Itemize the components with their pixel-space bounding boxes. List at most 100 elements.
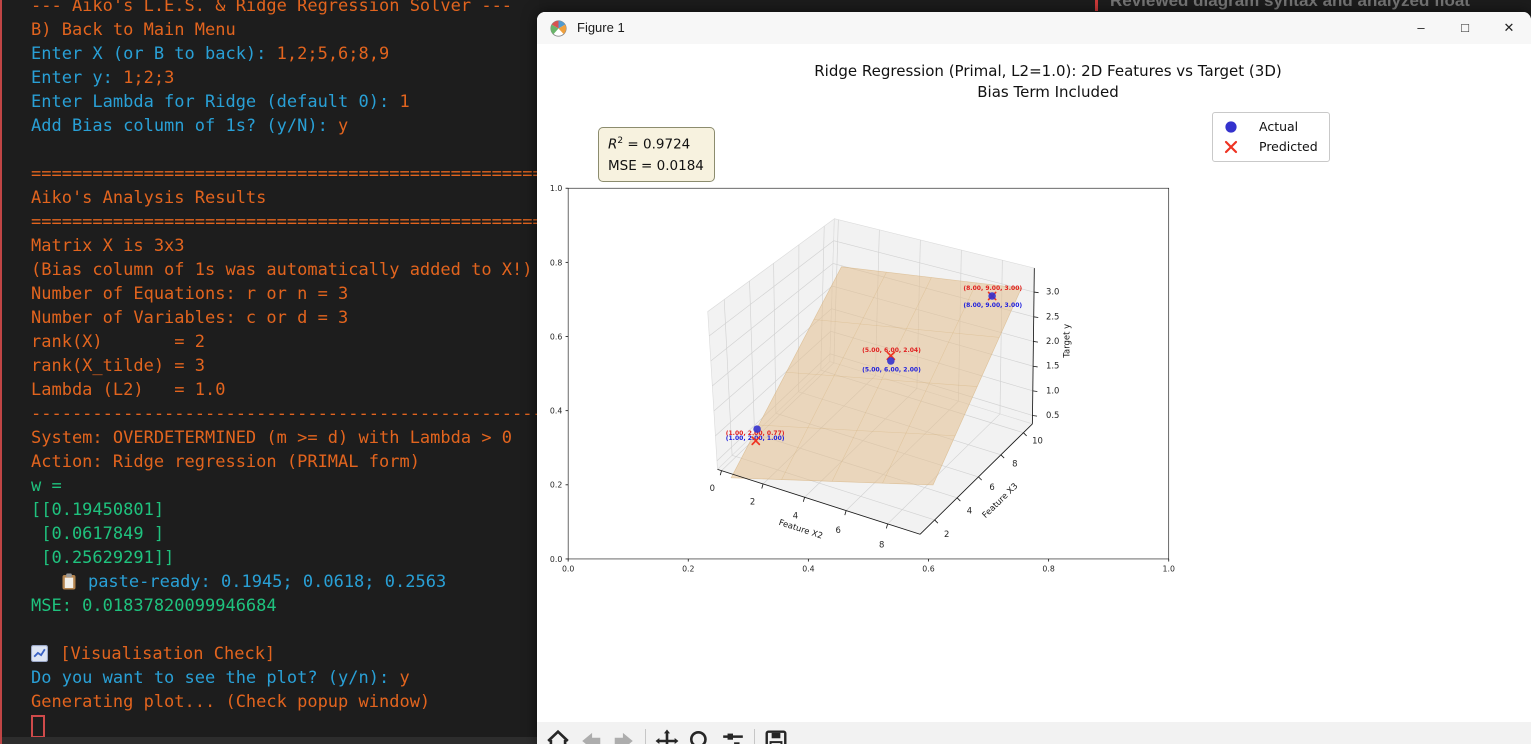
- terminal-text-segment: w =: [31, 476, 62, 496]
- zoom-icon[interactable]: [688, 729, 712, 744]
- legend-item-predicted: Predicted: [1213, 136, 1329, 158]
- terminal-text-segment: Number of Variables: c or d = 3: [31, 308, 349, 328]
- terminal-text-segment: Enter X (or B to back):: [31, 44, 277, 64]
- terminal-line: [0.0617849 ]: [31, 522, 539, 546]
- stats-box: R2 = 0.9724 MSE = 0.0184: [598, 127, 715, 182]
- plot-title-line2: Bias Term Included: [977, 83, 1119, 101]
- x3-tick-label: 6: [989, 482, 994, 492]
- target-y-tick-label: 2.0: [1046, 336, 1059, 346]
- terminal-line: rank(X_tilde) = 3: [31, 354, 539, 378]
- plot-3d-svg[interactable]: (1.00, 2.00, 0.77) (5.00, 6.00, 2.04) (8.0…: [537, 44, 1531, 722]
- terminal-text-segment: y: [338, 116, 349, 136]
- terminal-text-segment: ========================================…: [31, 212, 539, 232]
- terminal-cursor: [31, 714, 45, 738]
- outer-y-tick-label: 1.0: [550, 184, 562, 193]
- terminal-bottom-strip: [2, 737, 539, 744]
- terminal-line: Enter X (or B to back): 1,2;5,6;8,9: [31, 42, 539, 66]
- terminal-line: MSE: 0.01837820099946684: [31, 594, 539, 618]
- toolbar-separator: [754, 729, 755, 744]
- target-y-tick-label: 1.0: [1046, 385, 1059, 395]
- outer-y-tick-label: 0.8: [550, 258, 562, 267]
- terminal-text-segment: --- Aiko's L.E.S. & Ridge Regression Sol…: [31, 0, 513, 16]
- actual-point-marker: [753, 425, 761, 433]
- legend-actual-label: Actual: [1259, 119, 1299, 134]
- configure-subplots-icon[interactable]: [721, 729, 745, 744]
- regression-plane: [730, 266, 1022, 486]
- maximize-button[interactable]: □: [1461, 20, 1469, 35]
- actual-point-marker: [887, 357, 895, 365]
- terminal-text-segment: [[0.19450801]: [31, 500, 165, 520]
- legend-actual-marker-icon: [1225, 121, 1237, 133]
- outer-x-tick-label: 0.4: [802, 564, 814, 573]
- terminal-text-segment: ----------------------------------------…: [31, 404, 539, 424]
- close-button[interactable]: ✕: [1503, 20, 1515, 35]
- terminal-text-segment: Do you want to see the plot? (y/n):: [31, 668, 400, 688]
- terminal-line: Do you want to see the plot? (y/n): y: [31, 666, 539, 690]
- mse-value: MSE = 0.0184: [608, 157, 704, 174]
- terminal-line: Number of Equations: r or n = 3: [31, 282, 539, 306]
- actual-annotation: (8.00, 9.00, 3.00): [963, 302, 1022, 309]
- x2-tick-label: 0: [710, 483, 715, 493]
- target-y-tick-label: 3.0: [1046, 287, 1059, 297]
- terminal-text-segment: y: [399, 668, 410, 688]
- minimize-button[interactable]: –: [1417, 20, 1425, 35]
- matplotlib-logo-icon: [550, 20, 567, 37]
- terminal-text-segment: [0.0617849 ]: [31, 524, 165, 544]
- terminal-text-segment: [31, 572, 62, 592]
- predicted-annotation: (5.00, 6.00, 2.04): [862, 347, 921, 354]
- terminal-line: [[0.19450801]: [31, 498, 539, 522]
- terminal-line: rank(X) = 2: [31, 330, 539, 354]
- terminal-text-segment: Number of Equations: r or n = 3: [31, 284, 349, 304]
- terminal-text-segment: ========================================…: [31, 164, 539, 184]
- terminal-line: [Visualisation Check]: [31, 642, 539, 666]
- save-icon[interactable]: [764, 729, 788, 744]
- x3-tick-label: 8: [1012, 459, 1017, 469]
- terminal-output: --- Aiko's L.E.S. & Ridge Regression Sol…: [31, 0, 539, 738]
- terminal-text-segment: Matrix X is 3x3: [31, 236, 185, 256]
- legend-predicted-marker-icon: [1224, 140, 1238, 154]
- terminal-text-segment: paste-ready: 0.1945; 0.0618; 0.2563: [77, 572, 447, 592]
- terminal-text-segment: 1,2;5,6;8,9: [276, 44, 390, 64]
- plot-canvas[interactable]: (1.00, 2.00, 0.77) (5.00, 6.00, 2.04) (8.0…: [537, 44, 1531, 722]
- terminal-line: (Bias column of 1s was automatically add…: [31, 258, 539, 282]
- terminal-panel[interactable]: --- Aiko's L.E.S. & Ridge Regression Sol…: [0, 0, 539, 744]
- outer-y-tick-label: 0.6: [550, 332, 562, 341]
- home-icon[interactable]: [546, 729, 570, 744]
- outer-y-tick-label: 0.0: [550, 555, 562, 564]
- terminal-line: [31, 138, 539, 162]
- forward-icon[interactable]: [612, 729, 636, 744]
- terminal-line: B) Back to Main Menu: [31, 18, 539, 42]
- r2-value: R2 = 0.9724: [608, 136, 691, 153]
- terminal-text-segment: Add Bias column of 1s? (y/N):: [31, 116, 339, 136]
- outer-x-tick-label: 1.0: [1163, 564, 1175, 573]
- pan-icon[interactable]: [655, 729, 679, 744]
- terminal-line: Generating plot... (Check popup window): [31, 690, 539, 714]
- terminal-line: paste-ready: 0.1945; 0.0618; 0.2563: [31, 570, 539, 594]
- outer-x-tick-label: 0.0: [562, 564, 574, 573]
- figure-window: Figure 1 – □ ✕ (1.00, 2.00, 0.77) (5.00, …: [537, 12, 1531, 744]
- x3-tick-label: 2: [944, 529, 949, 539]
- terminal-line: Enter Lambda for Ridge (default 0): 1: [31, 90, 539, 114]
- figure-titlebar[interactable]: Figure 1 – □ ✕: [537, 12, 1531, 44]
- outer-x-tick-label: 0.2: [682, 564, 694, 573]
- window-title: Figure 1: [577, 20, 625, 35]
- terminal-text-segment: 1: [399, 92, 410, 112]
- plot-axes: [565, 187, 1170, 562]
- terminal-text-segment: [0.25629291]]: [31, 548, 175, 568]
- terminal-line: ----------------------------------------…: [31, 402, 539, 426]
- back-icon[interactable]: [579, 729, 603, 744]
- terminal-line: Action: Ridge regression (PRIMAL form): [31, 450, 539, 474]
- plot-title-line1: Ridge Regression (Primal, L2=1.0): 2D Fe…: [814, 62, 1282, 80]
- x2-tick-label: 8: [879, 539, 884, 549]
- target-y-tick-label: 2.5: [1046, 311, 1059, 321]
- terminal-line: Matrix X is 3x3: [31, 234, 539, 258]
- plot-title: Ridge Regression (Primal, L2=1.0): 2D Fe…: [814, 61, 1281, 103]
- legend-item-actual: Actual: [1213, 116, 1329, 138]
- x3-tick-label: 4: [967, 505, 972, 515]
- target-y-tick-label: 1.5: [1046, 361, 1059, 371]
- outer-y-tick-label: 0.4: [550, 407, 562, 416]
- terminal-line: w =: [31, 474, 539, 498]
- predicted-x-marker: [751, 436, 761, 446]
- legend-predicted-label: Predicted: [1259, 139, 1318, 154]
- terminal-line: Add Bias column of 1s? (y/N): y: [31, 114, 539, 138]
